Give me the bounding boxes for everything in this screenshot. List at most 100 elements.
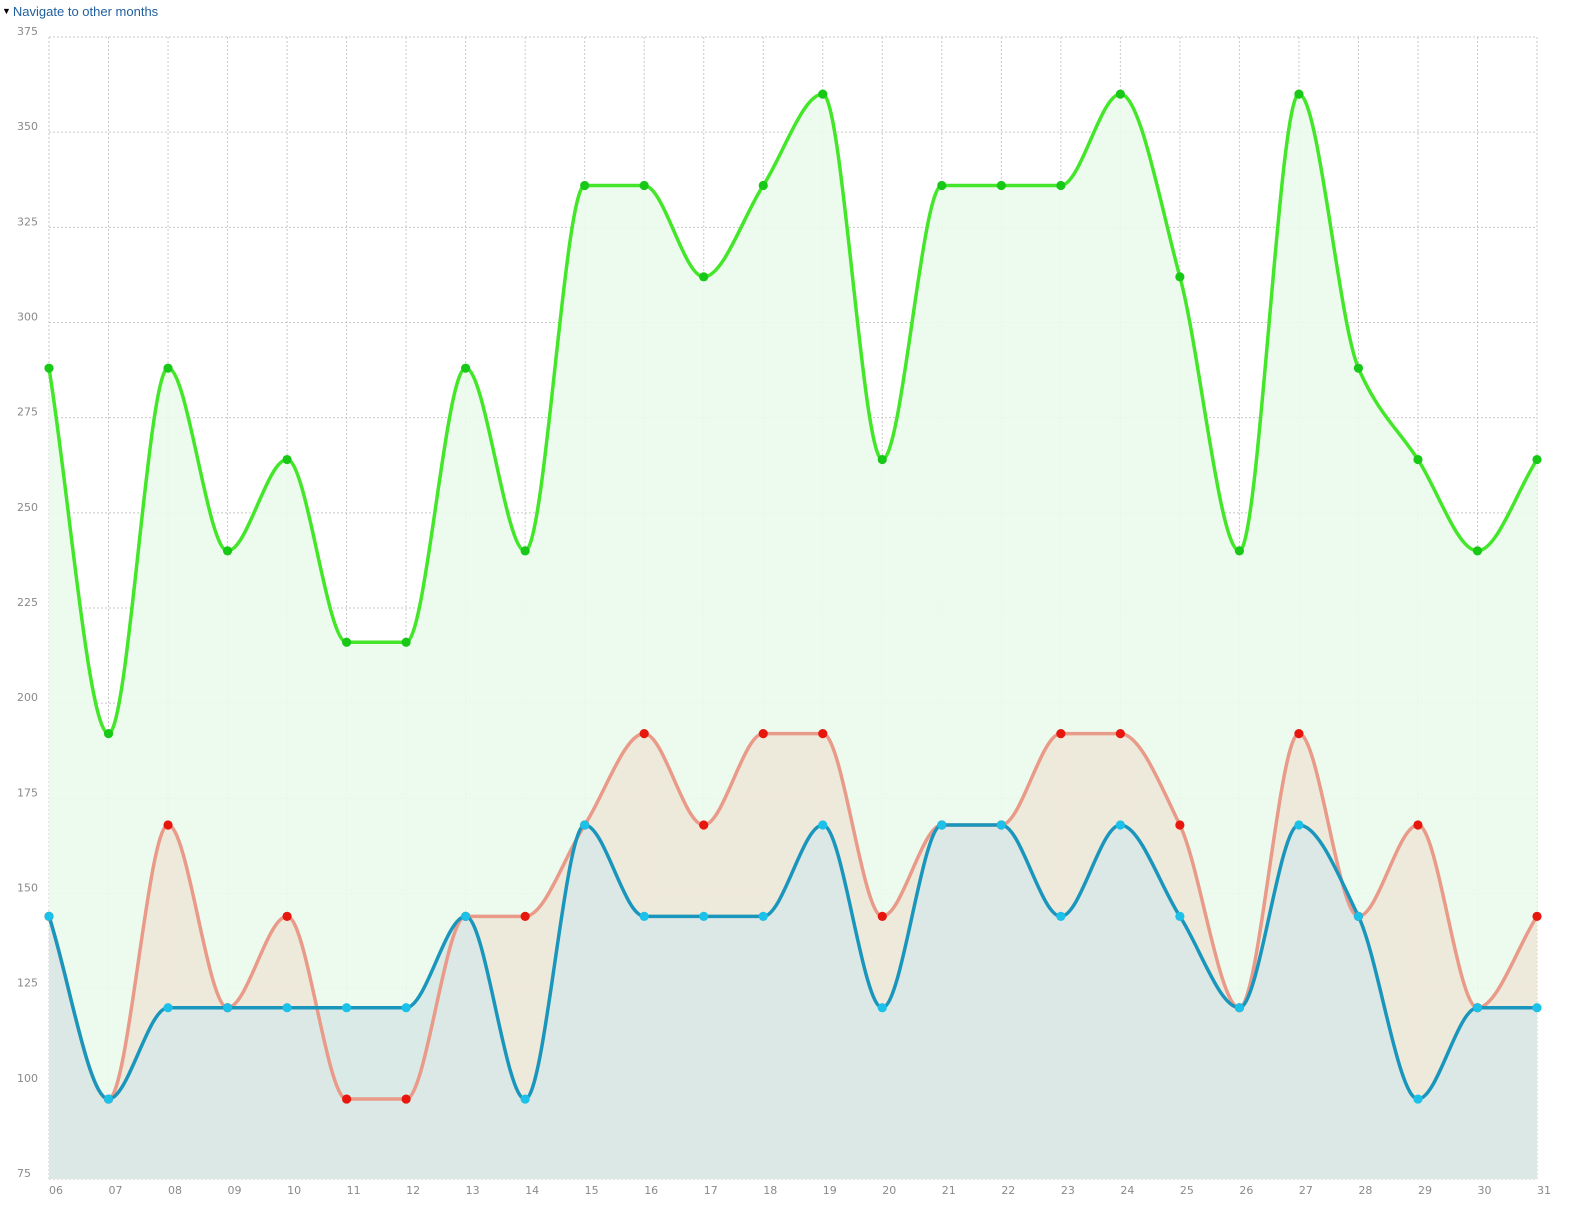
series-2-point[interactable] bbox=[103, 1094, 114, 1104]
series-0-point[interactable] bbox=[1472, 546, 1483, 556]
x-tick-label: 22 bbox=[1001, 1184, 1015, 1197]
series-0-point[interactable] bbox=[699, 272, 709, 282]
series-0-point[interactable] bbox=[520, 546, 530, 556]
series-2-point[interactable] bbox=[282, 1003, 292, 1013]
x-tick-label: 18 bbox=[763, 1184, 777, 1197]
series-1-point[interactable] bbox=[818, 729, 828, 739]
series-1-point[interactable] bbox=[1532, 911, 1542, 921]
series-2-point[interactable] bbox=[937, 820, 947, 830]
x-tick-label: 28 bbox=[1358, 1184, 1372, 1197]
series-2-point[interactable] bbox=[222, 1003, 233, 1013]
series-0-point[interactable] bbox=[1234, 546, 1244, 556]
series-0-point[interactable] bbox=[818, 89, 828, 99]
x-tick-label: 10 bbox=[287, 1184, 301, 1197]
series-0-point[interactable] bbox=[937, 180, 947, 191]
y-tick-label: 200 bbox=[17, 691, 38, 704]
series-2-point[interactable] bbox=[1234, 1003, 1244, 1013]
series-2-point[interactable] bbox=[1175, 911, 1185, 921]
series-2-point[interactable] bbox=[877, 1003, 887, 1013]
y-tick-label: 75 bbox=[17, 1167, 31, 1180]
series-0-point[interactable] bbox=[103, 729, 114, 739]
series-0-point[interactable] bbox=[1294, 89, 1304, 99]
navigate-months-link[interactable]: ▼ Navigate to other months bbox=[2, 4, 158, 19]
series-2-point[interactable] bbox=[758, 911, 768, 921]
series-2-point[interactable] bbox=[996, 820, 1006, 830]
series-2-point[interactable] bbox=[520, 1094, 530, 1104]
y-tick-label: 150 bbox=[17, 882, 38, 895]
triangle-down-icon: ▼ bbox=[2, 6, 11, 16]
x-tick-label: 29 bbox=[1418, 1184, 1432, 1197]
series-2-point[interactable] bbox=[401, 1003, 411, 1013]
series-2-point[interactable] bbox=[163, 1003, 173, 1013]
series-0-point[interactable] bbox=[996, 180, 1006, 191]
series-0-point[interactable] bbox=[1413, 454, 1423, 465]
series-1-point[interactable] bbox=[1056, 729, 1066, 739]
series-1-point[interactable] bbox=[1413, 820, 1423, 830]
series-0-point[interactable] bbox=[1175, 272, 1185, 282]
series-1-point[interactable] bbox=[1115, 729, 1125, 739]
navigate-months-label: Navigate to other months bbox=[12, 4, 159, 19]
series-2-point[interactable] bbox=[1115, 820, 1125, 830]
series-1-point[interactable] bbox=[401, 1094, 411, 1104]
series-2-point[interactable] bbox=[1413, 1094, 1423, 1104]
series-2-point[interactable] bbox=[1532, 1003, 1542, 1013]
y-tick-label: 125 bbox=[17, 977, 38, 990]
x-tick-label: 23 bbox=[1061, 1184, 1075, 1197]
series-2-point[interactable] bbox=[580, 820, 590, 830]
y-tick-label: 275 bbox=[17, 406, 38, 419]
series-0-point[interactable] bbox=[44, 363, 54, 373]
series-1-point[interactable] bbox=[163, 820, 173, 830]
x-axis-labels: 06 07 08 09 10 11 12 13 14 15 16 17 18 19 20 21 22 23 24 25… bbox=[49, 1184, 1551, 1197]
series-0-point[interactable] bbox=[342, 637, 352, 647]
series-points bbox=[44, 89, 1542, 1104]
x-tick-label: 31 bbox=[1537, 1184, 1551, 1197]
series-2-point[interactable] bbox=[342, 1003, 352, 1013]
series-1-point[interactable] bbox=[282, 911, 292, 921]
series-1-point[interactable] bbox=[1175, 820, 1185, 830]
y-tick-label: 100 bbox=[17, 1072, 38, 1085]
series-2-point[interactable] bbox=[1472, 1003, 1483, 1013]
series-0-point[interactable] bbox=[639, 180, 649, 191]
series-0-point[interactable] bbox=[1353, 363, 1364, 373]
series-2-point[interactable] bbox=[639, 911, 649, 921]
series-0-point[interactable] bbox=[401, 637, 411, 647]
series-0-point[interactable] bbox=[580, 180, 590, 191]
series-0-point[interactable] bbox=[1056, 180, 1066, 191]
series-0-point[interactable] bbox=[163, 363, 173, 373]
series-1-point[interactable] bbox=[1294, 729, 1304, 739]
x-tick-label: 14 bbox=[525, 1184, 539, 1197]
series-1-point[interactable] bbox=[877, 911, 887, 921]
series-2-point[interactable] bbox=[1353, 911, 1364, 921]
series-2-point[interactable] bbox=[461, 911, 471, 921]
series-0-point[interactable] bbox=[461, 363, 471, 373]
series-areas bbox=[49, 94, 1537, 1180]
x-tick-label: 12 bbox=[406, 1184, 420, 1197]
y-tick-label: 375 bbox=[17, 25, 38, 38]
y-tick-label: 225 bbox=[17, 596, 38, 609]
series-1-point[interactable] bbox=[758, 729, 768, 739]
series-1-point[interactable] bbox=[342, 1094, 352, 1104]
series-2-area bbox=[49, 824, 1537, 1179]
series-0-point[interactable] bbox=[877, 454, 887, 465]
series-0-point[interactable] bbox=[282, 454, 292, 465]
series-1-point[interactable] bbox=[699, 820, 709, 830]
x-tick-label: 26 bbox=[1239, 1184, 1253, 1197]
series-2-point[interactable] bbox=[699, 911, 709, 921]
x-tick-label: 30 bbox=[1477, 1184, 1491, 1197]
series-0-point[interactable] bbox=[1115, 89, 1125, 99]
series-2-point[interactable] bbox=[44, 911, 54, 921]
series-1-point[interactable] bbox=[639, 729, 649, 739]
x-tick-label: 06 bbox=[49, 1184, 63, 1197]
series-0-point[interactable] bbox=[222, 546, 233, 556]
y-tick-label: 300 bbox=[17, 311, 38, 324]
series-0-point[interactable] bbox=[758, 180, 768, 191]
x-tick-label: 20 bbox=[882, 1184, 896, 1197]
series-0-point[interactable] bbox=[1532, 454, 1542, 465]
series-2-point[interactable] bbox=[818, 820, 828, 830]
series-2-point[interactable] bbox=[1056, 911, 1066, 921]
x-tick-label: 24 bbox=[1120, 1184, 1134, 1197]
series-2-point[interactable] bbox=[1294, 820, 1304, 830]
series-1-point[interactable] bbox=[520, 911, 530, 921]
x-tick-label: 07 bbox=[109, 1184, 123, 1197]
x-tick-label: 21 bbox=[942, 1184, 956, 1197]
